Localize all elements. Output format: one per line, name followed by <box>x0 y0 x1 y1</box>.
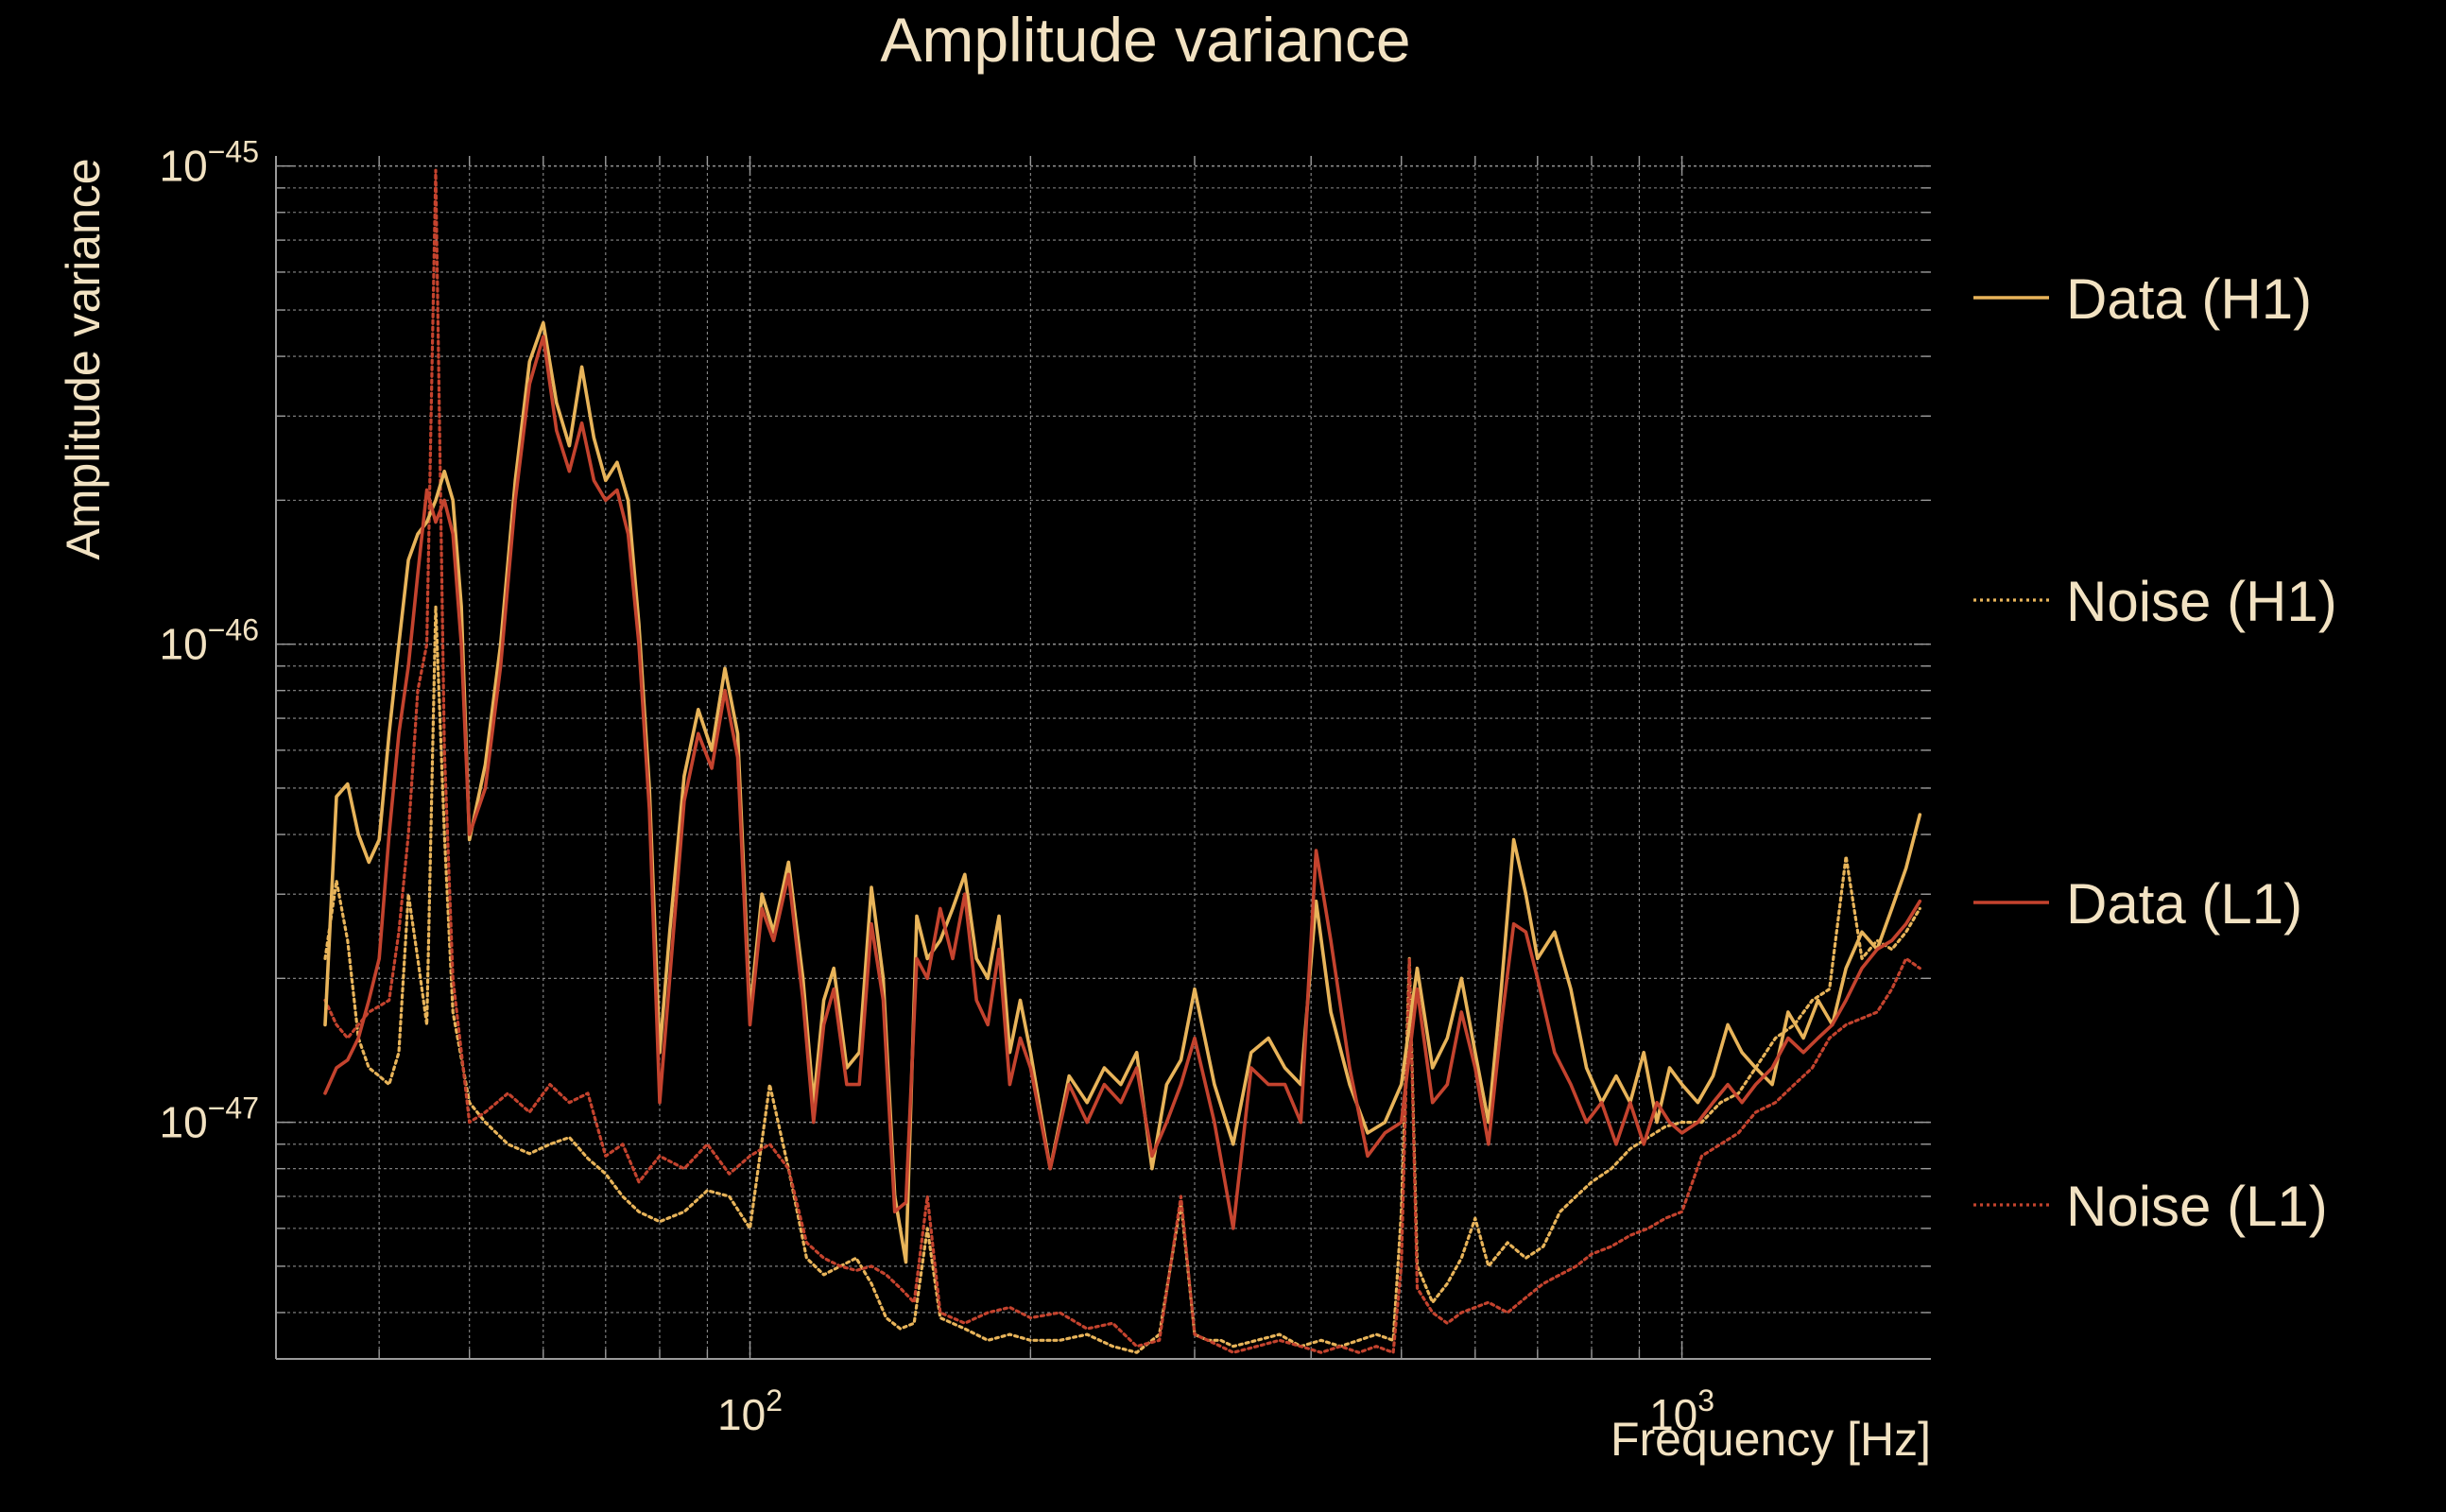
legend-label: Noise (H1) <box>2066 570 2337 633</box>
chart-title: Amplitude variance <box>880 5 1410 75</box>
legend-label: Noise (L1) <box>2066 1175 2328 1238</box>
legend-label: Data (L1) <box>2066 872 2302 936</box>
x-tick-label: 102 <box>717 1383 783 1439</box>
y-tick-label: 10−46 <box>160 613 259 669</box>
axes <box>275 156 1931 1360</box>
y-tick-label: 10−47 <box>160 1091 259 1147</box>
tick-labels: 102 103 10−45 10−46 10−47 <box>160 135 1714 1439</box>
series-line-data-l1 <box>323 335 1922 1230</box>
legend-label: Data (H1) <box>2066 267 2312 331</box>
series-line-data-h1 <box>323 320 1922 1264</box>
y-tick-label: 10−45 <box>160 135 259 191</box>
grid-lines <box>276 156 1931 1359</box>
data-series <box>323 168 1922 1354</box>
y-axis-label: Amplitude variance <box>57 158 110 559</box>
legend: Data (H1) Noise (H1) Data (L1) Noise (L1) <box>1973 267 2337 1238</box>
series-line-noise-l1 <box>323 168 1921 1354</box>
x-tick-label: 103 <box>1649 1383 1714 1439</box>
x-axis-label: Frequency [Hz] <box>1611 1413 1931 1466</box>
series-line-noise-h1 <box>323 604 1921 1354</box>
